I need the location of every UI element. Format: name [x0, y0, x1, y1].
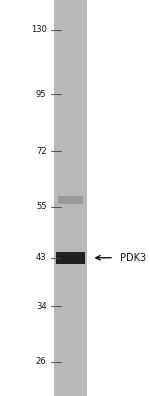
Text: 72: 72 — [36, 147, 46, 156]
Bar — [57, 252, 85, 264]
Bar — [54, 0, 87, 396]
Text: 43: 43 — [36, 253, 46, 262]
Text: 55: 55 — [36, 202, 46, 211]
Text: 26: 26 — [36, 357, 46, 366]
Text: 130: 130 — [31, 25, 46, 34]
Bar — [58, 196, 83, 204]
Text: PDK3: PDK3 — [120, 253, 146, 263]
Text: 34: 34 — [36, 302, 46, 311]
Text: 95: 95 — [36, 90, 46, 99]
